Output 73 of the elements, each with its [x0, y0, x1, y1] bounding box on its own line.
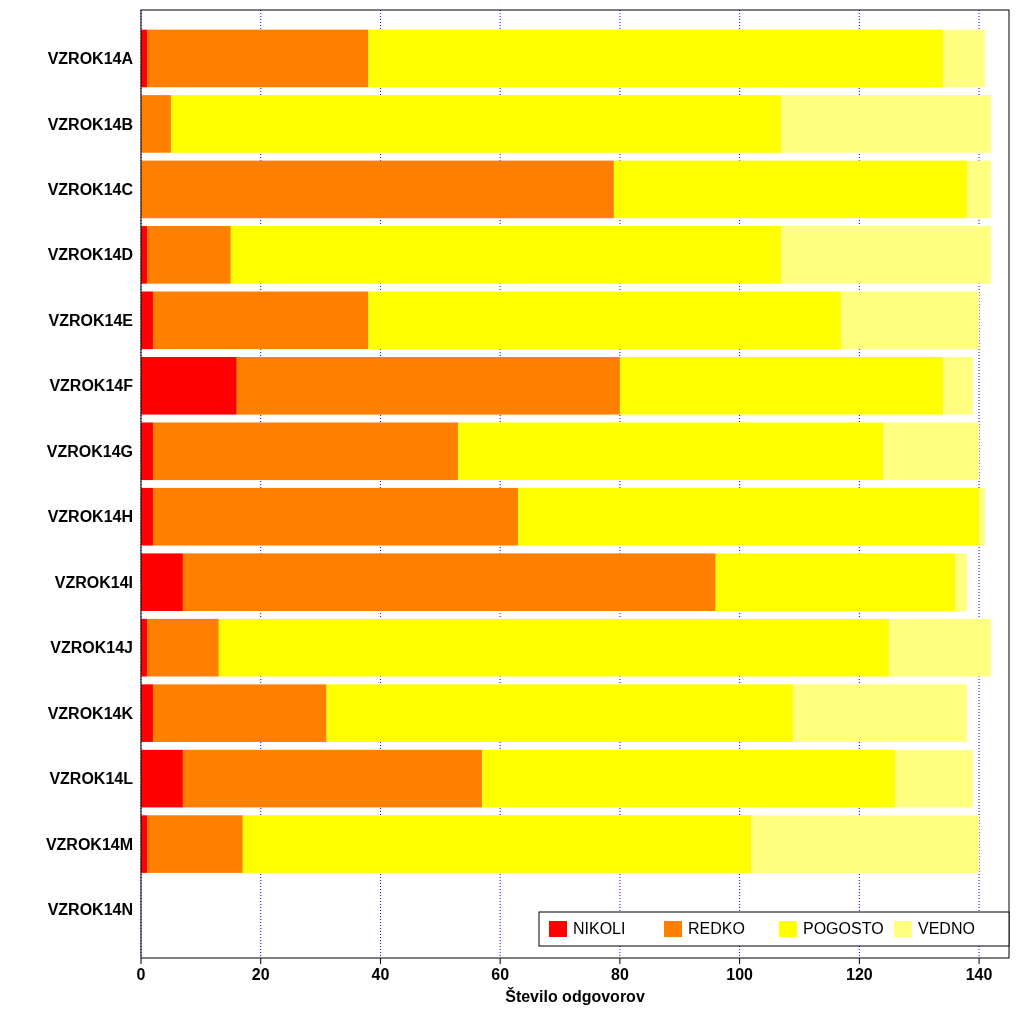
x-tick-label: 80 — [611, 966, 629, 983]
x-tick-label: 140 — [965, 966, 993, 983]
bar — [967, 160, 992, 219]
bar — [955, 553, 968, 612]
bar — [230, 226, 782, 284]
bar — [152, 422, 459, 481]
bar — [141, 356, 237, 415]
x-tick-label: 60 — [491, 966, 510, 983]
bar — [242, 815, 752, 873]
bar — [368, 29, 944, 88]
x-tick-label: 0 — [136, 966, 146, 983]
bar — [152, 487, 519, 546]
legend-label: VEDNO — [918, 920, 975, 937]
bar — [146, 29, 369, 88]
bar — [141, 291, 153, 350]
y-tick-label: VZROK14N — [47, 901, 133, 919]
bar — [841, 291, 980, 350]
bar — [146, 618, 219, 677]
x-tick-label: 20 — [251, 966, 270, 983]
bar — [141, 95, 171, 153]
y-tick-label: VZROK14E — [48, 311, 134, 329]
bar — [152, 684, 327, 742]
y-tick-label: VZROK14M — [45, 835, 133, 853]
y-tick-label: VZROK14G — [46, 442, 133, 460]
bar — [182, 553, 716, 612]
bar — [170, 95, 782, 153]
y-tick-label: VZROK14A — [47, 50, 134, 68]
x-tick-label: 100 — [726, 966, 754, 983]
bar — [793, 684, 968, 742]
bar — [883, 422, 980, 481]
bar — [943, 356, 974, 415]
x-tick-label: 120 — [845, 966, 873, 983]
y-tick-label: VZROK14F — [49, 377, 134, 395]
bar — [781, 95, 992, 153]
y-tick-label: VZROK14I — [54, 573, 133, 591]
bar — [943, 29, 986, 88]
y-tick-label: VZROK14H — [47, 508, 133, 526]
bar — [889, 618, 992, 677]
y-tick-label: VZROK14C — [47, 180, 134, 198]
bar — [141, 684, 153, 742]
bar — [613, 160, 968, 219]
bar — [781, 226, 992, 284]
bar — [619, 356, 944, 415]
bar — [218, 618, 890, 677]
bar — [146, 226, 231, 284]
y-tick-label: VZROK14D — [47, 246, 133, 264]
y-tick-label: VZROK14K — [47, 704, 134, 722]
x-axis-title: Število odgovorov — [505, 987, 645, 1005]
bar — [141, 749, 183, 808]
legend-label: NIKOLI — [573, 920, 626, 937]
bar — [895, 749, 974, 808]
x-tick-label: 40 — [371, 966, 390, 983]
y-tick-label: VZROK14B — [47, 115, 133, 133]
bar — [979, 487, 986, 546]
bar — [182, 749, 483, 808]
bar — [751, 815, 980, 873]
bar — [715, 553, 956, 612]
bar — [326, 684, 794, 742]
bar — [152, 291, 369, 350]
y-tick-label: VZROK14L — [49, 770, 134, 788]
bar — [458, 422, 884, 481]
bar — [141, 487, 153, 546]
y-tick-label: VZROK14J — [50, 639, 133, 657]
bar — [141, 160, 614, 219]
bar — [236, 356, 620, 415]
bar — [518, 487, 980, 546]
bar — [146, 815, 243, 873]
legend-label: POGOSTO — [803, 920, 884, 937]
bar — [482, 749, 896, 808]
legend-label: REDKO — [688, 920, 745, 937]
bar — [368, 291, 842, 350]
bar — [141, 553, 183, 612]
bar — [141, 422, 153, 481]
